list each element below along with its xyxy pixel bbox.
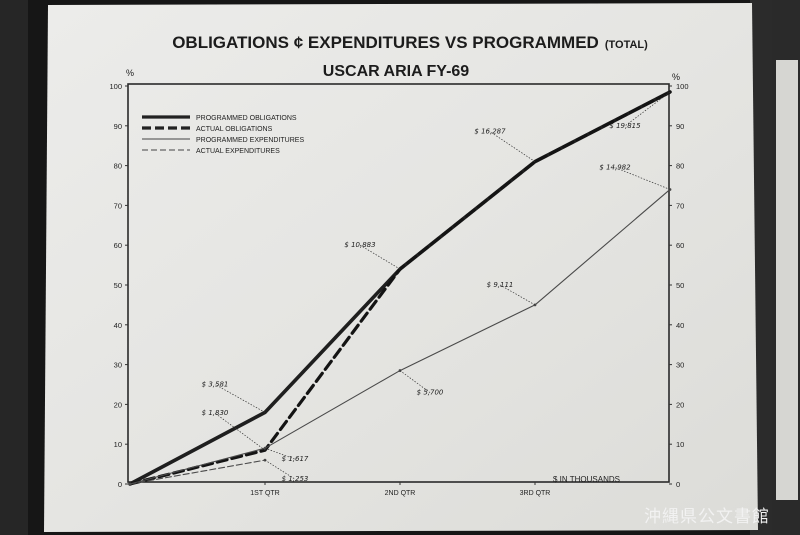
- annotation-layer: $ 3,581 $ 1,830 $ 1,617 $ 1,253 $ 10,883 $ 5,…: [202, 91, 671, 483]
- legend-label-actual-expenditures: ACTUAL EXPENDITURES: [196, 148, 280, 155]
- y-tick-label-left: 100: [109, 82, 122, 91]
- y-tick-label-left: 50: [114, 281, 122, 290]
- legend-label-programmed-expenditures: PROGRAMMED EXPENDITURES: [196, 137, 304, 144]
- annotation-label: $ 3,581: [202, 380, 229, 388]
- y-tick-label-right: 70: [676, 201, 684, 210]
- y-tick-label-right: 30: [676, 361, 684, 370]
- y-tick-label-right: 50: [676, 281, 684, 290]
- annotation-label: $ 14,982: [599, 163, 631, 171]
- x-tick-label: 3RD QTR: [520, 490, 551, 497]
- annotation-label: $ 5,700: [417, 389, 444, 397]
- annotation-label: $ 16,287: [474, 128, 506, 136]
- y-axis-unit-left: %: [126, 68, 134, 78]
- units-note: $ IN THOUSANDS: [553, 475, 620, 484]
- plot-frame: [127, 83, 670, 483]
- annotation-label: $ 19,815: [609, 122, 641, 130]
- annotation-leader: [214, 384, 266, 413]
- annotation-leader: [499, 284, 536, 306]
- y-tick-label-right: 40: [676, 321, 684, 330]
- y-tick-label-left: 20: [114, 400, 122, 409]
- chart-subtitle: USCAR ARIA FY-69: [323, 63, 469, 80]
- series-line-3: [129, 459, 266, 485]
- wall-strip: [776, 60, 798, 500]
- annotation-label: $ 10,883: [344, 241, 375, 249]
- y-tick-label-right: 60: [676, 241, 684, 250]
- y-tick-label-left: 80: [114, 162, 122, 171]
- y-tick-label-right: 10: [676, 440, 684, 449]
- x-tick-label: 2ND QTR: [385, 490, 416, 497]
- x-ticks: 1ST QTR 2ND QTR 3RD QTR: [250, 482, 550, 497]
- y-tick-label-right: 0: [676, 480, 680, 489]
- annotation-label: $ 9,111: [487, 281, 514, 289]
- series-point-3: [128, 482, 132, 486]
- annotation-label: $ 1,830: [202, 409, 229, 417]
- legend-label-programmed-obligations: PROGRAMMED OBLIGATIONS: [196, 115, 297, 122]
- y-tick-label-right: 90: [676, 122, 684, 131]
- legend-label-actual-obligations: ACTUAL OBLIGATIONS: [196, 126, 273, 133]
- y-tick-label-left: 30: [114, 361, 122, 370]
- y-tick-label-left: 0: [118, 480, 122, 489]
- archive-watermark: 沖縄県公文書館: [644, 507, 770, 527]
- y-tick-label-left: 90: [114, 122, 122, 131]
- series-point-2: [668, 188, 672, 191]
- annotation-leader: [214, 412, 266, 451]
- y-tick-label-right: 80: [676, 162, 684, 171]
- y-ticks-right: 0 10 20 30 40 50 60 70 80 90 100: [669, 82, 689, 489]
- chart-title: OBLIGATIONS ¢ EXPENDITURES VS PROGRAMMED…: [172, 33, 648, 52]
- annotation-leader: [264, 447, 296, 460]
- annotation-label: $ 1,617: [282, 455, 309, 463]
- y-axis-unit-right: %: [672, 72, 680, 82]
- legend: PROGRAMMED OBLIGATIONS ACTUAL OBLIGATION…: [142, 115, 304, 155]
- y-tick-label-left: 70: [114, 201, 122, 210]
- easel-left: [0, 0, 28, 535]
- y-ticks-left: 0 10 20 30 40 50 60 70 80 90 100: [109, 82, 128, 489]
- y-tick-label-right: 100: [676, 82, 689, 91]
- annotation-leader: [489, 131, 536, 162]
- y-tick-label-left: 60: [114, 241, 122, 250]
- y-tick-label-left: 40: [114, 321, 122, 330]
- y-tick-label-right: 20: [676, 400, 684, 409]
- annotation-leader: [624, 91, 671, 127]
- x-tick-label: 1ST QTR: [250, 490, 279, 497]
- annotation-leader: [399, 370, 431, 393]
- annotation-leader: [614, 167, 671, 190]
- y-tick-label-left: 10: [114, 440, 122, 449]
- annotation-label: $ 1,253: [282, 475, 309, 483]
